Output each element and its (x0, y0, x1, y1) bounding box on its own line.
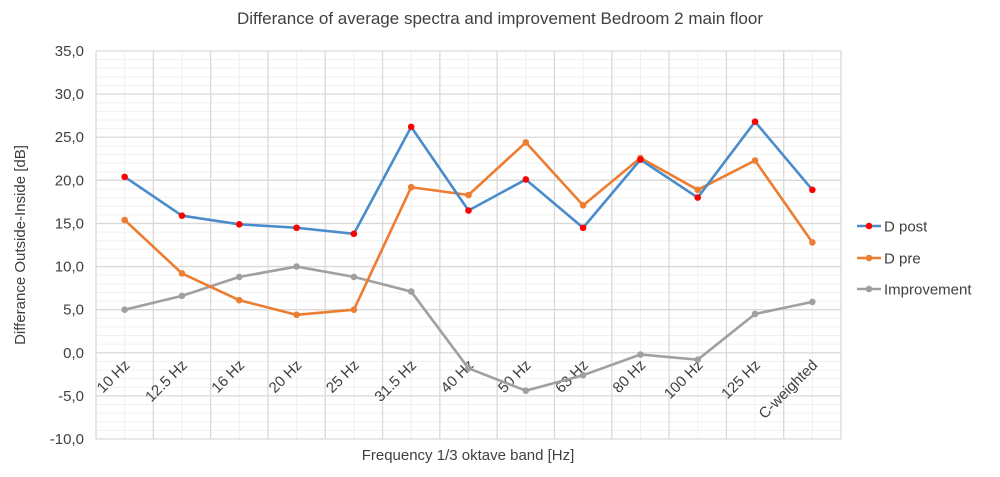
legend-marker-swatch (865, 254, 873, 262)
y-tick-label: 5,0 (63, 302, 84, 319)
x-tick-label: 20 Hz (266, 357, 306, 397)
data-point (121, 306, 128, 313)
data-point (751, 157, 759, 164)
data-point (350, 230, 358, 238)
x-tick-label: 12.5 Hz (142, 357, 191, 406)
legend-marker-swatch (865, 222, 873, 230)
y-tick-label: -10,0 (50, 431, 84, 448)
x-axis-title: Frequency 1/3 oktave band [Hz] (362, 447, 575, 464)
data-point (522, 139, 530, 146)
data-point (350, 306, 358, 313)
data-point (522, 387, 530, 395)
data-point (809, 298, 816, 306)
y-tick-label: 35,0 (55, 43, 84, 60)
data-point (178, 292, 186, 300)
data-point (235, 273, 243, 281)
series-d-post (121, 118, 816, 238)
data-point (121, 173, 128, 181)
legend-item: D pre (857, 251, 921, 268)
data-point (522, 176, 530, 183)
data-point (694, 194, 702, 201)
data-point (751, 118, 759, 126)
y-tick-label: 20,0 (55, 172, 84, 189)
data-point (694, 186, 702, 194)
x-tick-label: 10 Hz (94, 357, 134, 397)
data-point (178, 212, 186, 219)
data-point (809, 239, 816, 246)
data-point (350, 273, 358, 281)
x-tick-label: 40 Hz (438, 357, 478, 397)
legend: D post D pre Improvement (857, 219, 972, 299)
legend-item: Improvement (857, 282, 972, 299)
x-tick-label: C-weighted (756, 357, 822, 423)
y-tick-label: 30,0 (55, 86, 84, 103)
data-point (579, 224, 587, 232)
legend-item: D post (857, 219, 928, 236)
data-point (809, 186, 816, 194)
y-tick-label: 0,0 (63, 345, 84, 362)
data-point (407, 288, 415, 295)
data-point (637, 156, 644, 163)
y-tick-label: 25,0 (55, 129, 84, 146)
data-point (121, 216, 128, 224)
data-point (465, 207, 472, 214)
data-point (694, 356, 702, 363)
data-point (293, 311, 300, 319)
data-point (465, 364, 472, 372)
data-point (407, 183, 415, 191)
data-point (579, 371, 587, 379)
chart-title: Differance of average spectra and improv… (237, 9, 763, 28)
data-point (178, 270, 186, 277)
x-tick-label: 25 Hz (323, 357, 363, 397)
y-axis-ticks: -10,0 -5,0 0,0 5,0 10,0 15,0 20,0 25,0 30,0 35,0 (50, 43, 84, 448)
data-point (637, 351, 644, 358)
series-improvement (121, 263, 816, 395)
series-d-pre (121, 139, 816, 319)
legend-label: Improvement (884, 282, 972, 299)
legend-marker-swatch (865, 285, 873, 293)
y-tick-label: 15,0 (55, 215, 84, 232)
data-point (235, 221, 243, 228)
data-point (293, 263, 300, 270)
data-point (293, 224, 300, 232)
data-point (465, 191, 472, 199)
x-tick-label: 31.5 Hz (371, 357, 420, 406)
y-tick-label: 10,0 (55, 259, 84, 276)
grid (95, 50, 842, 440)
data-point (235, 296, 243, 304)
x-axis-ticks: 10 Hz 12.5 Hz 16 Hz 20 Hz 25 Hz 31.5 Hz 40 Hz 5… (94, 357, 821, 423)
data-point (579, 202, 587, 209)
legend-label: D pre (884, 251, 921, 268)
y-axis-title: Differance Outside-Inside [dB] (12, 145, 29, 345)
y-tick-label: -5,0 (58, 388, 84, 405)
series-group (121, 118, 816, 395)
data-point (407, 123, 415, 131)
legend-label: D post (884, 219, 928, 236)
data-point (751, 310, 759, 318)
x-tick-label: 16 Hz (208, 357, 248, 397)
